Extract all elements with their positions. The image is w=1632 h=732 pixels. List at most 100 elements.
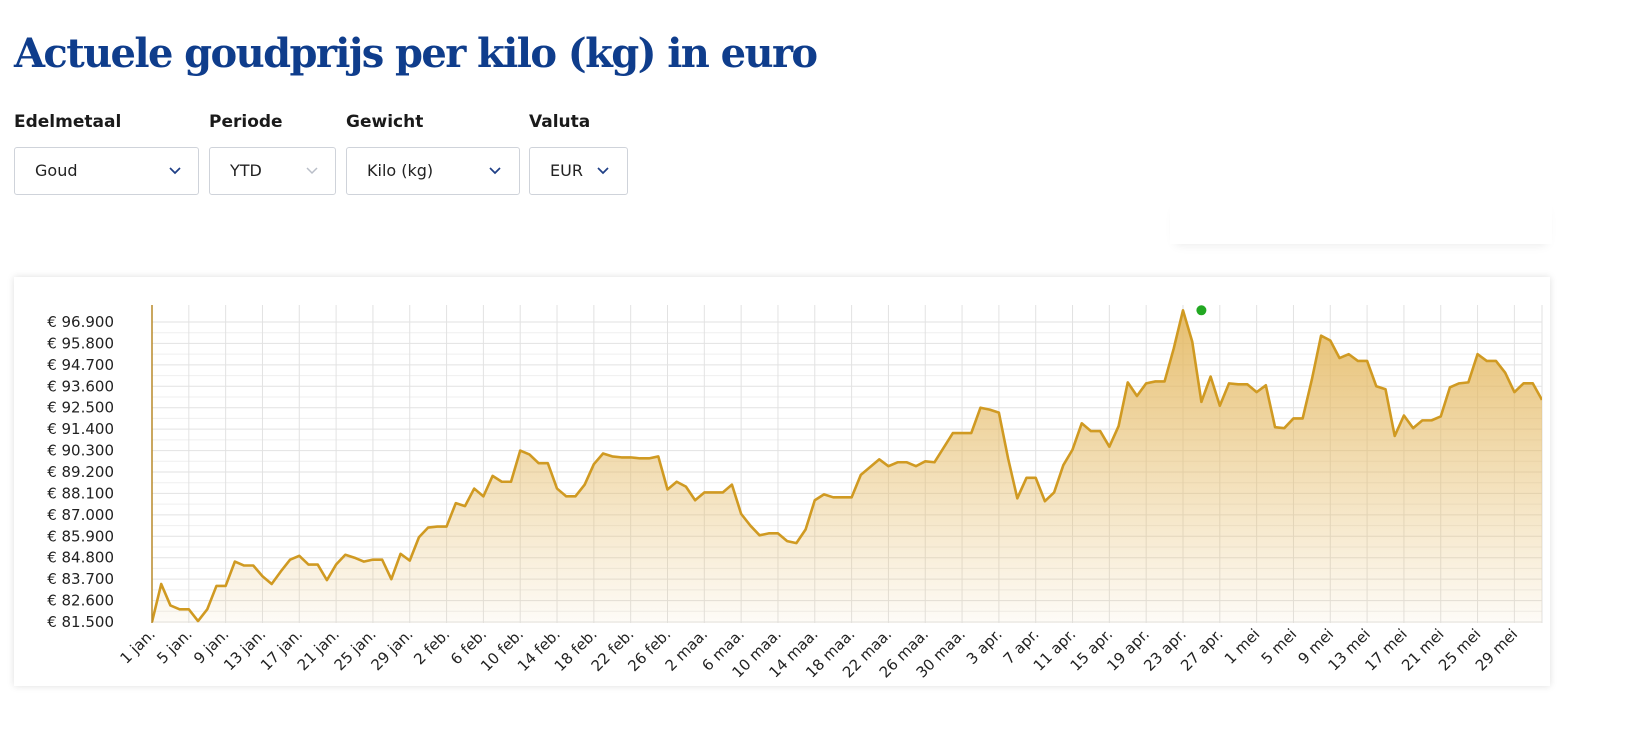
data-point xyxy=(721,490,725,494)
data-point xyxy=(472,487,476,491)
gewicht-select-value: Kilo (kg) xyxy=(367,161,434,180)
periode-select[interactable]: YTD xyxy=(209,147,336,195)
data-point xyxy=(647,456,651,460)
data-point xyxy=(187,607,191,611)
data-point xyxy=(1522,381,1526,385)
data-point xyxy=(1301,416,1305,420)
y-tick-label: € 89.200 xyxy=(47,463,114,481)
data-point xyxy=(1209,375,1213,379)
data-point xyxy=(1457,381,1461,385)
filter-edelmetaal: Edelmetaal Goud xyxy=(14,110,199,195)
y-tick-label: € 85.900 xyxy=(47,527,114,545)
data-point xyxy=(850,495,854,499)
data-point xyxy=(583,483,587,487)
y-tick-label: € 82.600 xyxy=(47,592,114,610)
data-point xyxy=(1503,371,1507,375)
chevron-down-icon xyxy=(489,167,501,175)
data-point xyxy=(564,494,568,498)
data-point xyxy=(969,431,973,435)
data-point xyxy=(573,494,577,498)
data-point xyxy=(951,431,955,435)
data-point xyxy=(408,559,412,563)
data-point xyxy=(1531,381,1535,385)
chevron-down-icon xyxy=(169,167,181,175)
data-point xyxy=(214,584,218,588)
data-point xyxy=(316,563,320,567)
data-point xyxy=(988,408,992,412)
y-tick-label: € 87.000 xyxy=(47,506,114,524)
data-point xyxy=(1245,382,1249,386)
data-point xyxy=(923,459,927,463)
data-point xyxy=(656,454,660,458)
data-point xyxy=(666,488,670,492)
data-point xyxy=(1071,448,1075,452)
data-point xyxy=(1043,499,1047,503)
data-point xyxy=(629,455,633,459)
data-point xyxy=(1153,379,1157,383)
data-point xyxy=(1255,390,1259,394)
data-point xyxy=(840,495,844,499)
data-point xyxy=(159,582,163,586)
data-point xyxy=(1117,424,1121,428)
data-point xyxy=(758,533,762,537)
data-point xyxy=(334,563,338,567)
data-point xyxy=(822,492,826,496)
filter-label-valuta: Valuta xyxy=(529,112,591,132)
data-point xyxy=(1006,456,1010,460)
data-point xyxy=(491,474,495,478)
data-point xyxy=(1402,414,1406,418)
data-point xyxy=(500,480,504,484)
data-point xyxy=(859,473,863,477)
data-point xyxy=(1384,387,1388,391)
edelmetaal-select[interactable]: Goud xyxy=(14,147,199,195)
data-point xyxy=(509,480,513,484)
data-point xyxy=(1218,404,1222,408)
chart-card: € 96.900 € 95.800 € 94.700 € 93.600 € 92.500… xyxy=(14,277,1550,686)
y-tick-label: € 83.700 xyxy=(47,570,114,588)
data-point xyxy=(1540,398,1544,402)
data-point xyxy=(767,531,771,535)
y-tick-label: € 92.500 xyxy=(47,399,114,417)
data-point xyxy=(1236,382,1240,386)
data-point xyxy=(205,607,209,611)
data-point xyxy=(978,406,982,410)
data-point xyxy=(343,553,347,557)
chevron-down-icon xyxy=(306,167,318,175)
data-point xyxy=(1052,490,1056,494)
data-point xyxy=(1310,377,1314,381)
data-point xyxy=(1098,429,1102,433)
data-point xyxy=(196,619,200,623)
data-point xyxy=(251,564,255,568)
valuta-select[interactable]: EUR xyxy=(529,147,628,195)
data-point xyxy=(306,563,310,567)
data-point xyxy=(389,577,393,581)
data-point xyxy=(325,578,329,582)
y-tick-label: € 91.400 xyxy=(47,420,114,438)
y-tick-label: € 84.800 xyxy=(47,549,114,567)
data-point xyxy=(1126,380,1130,384)
data-point xyxy=(776,531,780,535)
data-point xyxy=(1430,418,1434,422)
data-point xyxy=(537,461,541,465)
data-point xyxy=(1264,383,1268,387)
data-point xyxy=(813,498,817,502)
data-point xyxy=(794,541,798,545)
data-point xyxy=(233,560,237,564)
data-point xyxy=(730,483,734,487)
data-point xyxy=(942,446,946,450)
data-point xyxy=(1448,385,1452,389)
data-point xyxy=(1227,381,1231,385)
data-point xyxy=(1319,334,1323,338)
gewicht-select[interactable]: Kilo (kg) xyxy=(346,147,520,195)
data-point xyxy=(1135,394,1139,398)
x-tick-label: 1 jan. xyxy=(116,625,158,667)
data-point xyxy=(601,451,605,455)
data-point xyxy=(260,574,264,578)
data-point xyxy=(1080,421,1084,425)
y-tick-label: € 90.300 xyxy=(47,442,114,460)
y-tick-label: € 96.900 xyxy=(47,313,114,331)
data-point xyxy=(445,525,449,529)
data-point xyxy=(546,461,550,465)
data-point xyxy=(224,584,228,588)
data-point xyxy=(1015,496,1019,500)
